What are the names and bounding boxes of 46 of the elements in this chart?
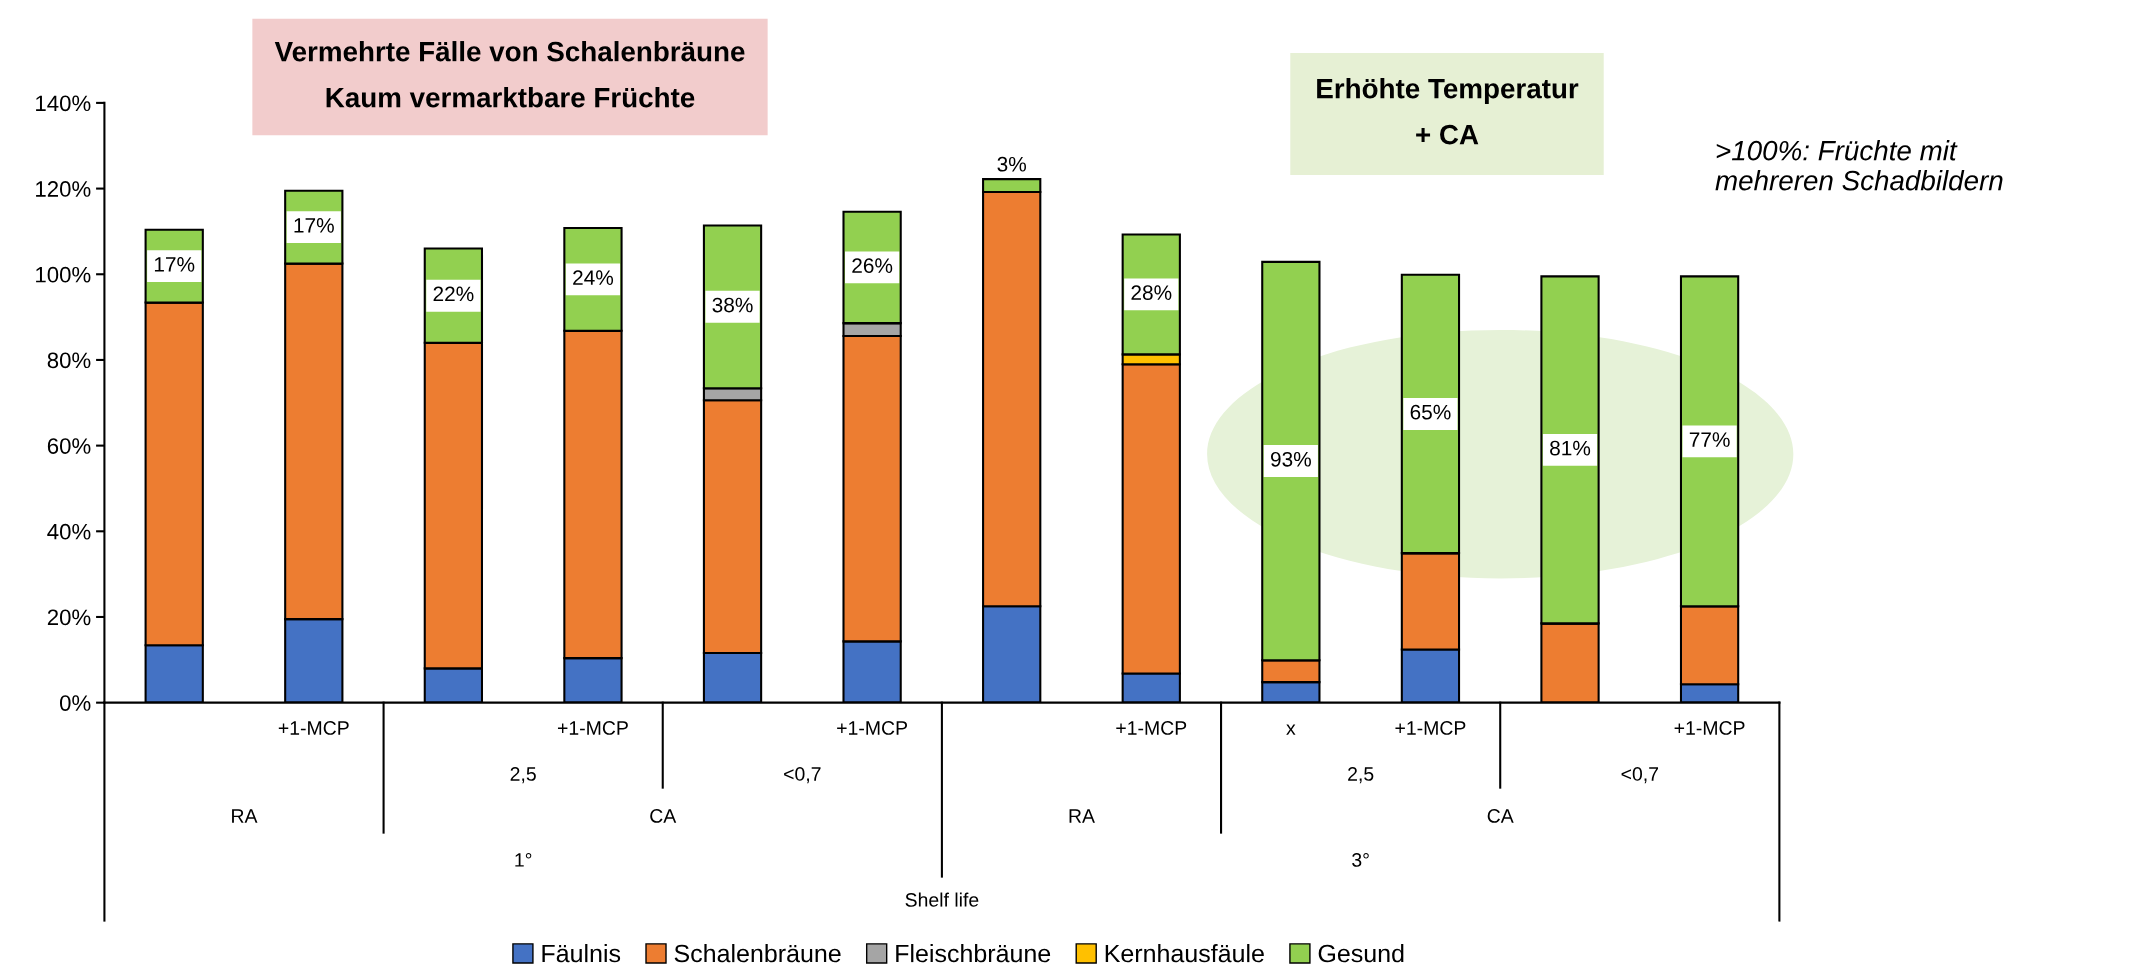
text: RA <box>232 809 258 823</box>
text: Shelf life <box>905 892 979 907</box>
legend-label: Schalenbräune <box>674 944 841 963</box>
x-tick-label: +1-MCP <box>1395 721 1466 735</box>
x-tick-label: x <box>1286 724 1296 735</box>
text: 2,5 <box>1348 767 1374 784</box>
x-tick-label: +1-MCP <box>557 721 628 735</box>
text: CA <box>650 809 677 823</box>
x-tick-label: +1-MCP <box>1116 721 1187 735</box>
data-label: 81% <box>1550 440 1591 456</box>
data-label: 77% <box>1689 432 1730 447</box>
text: <0,7 <box>784 767 821 784</box>
y-tick-label: 0% <box>59 695 91 711</box>
y-tick-label: 80% <box>47 352 91 369</box>
text: CA <box>1487 809 1514 823</box>
data-label: 93% <box>1270 451 1311 467</box>
data-label: 3% <box>997 156 1027 172</box>
data-label: 28% <box>1131 285 1172 300</box>
annotation: Erhöhte Temperatur + CA <box>1317 78 1579 145</box>
x-tick-label: +1-MCP <box>837 721 908 735</box>
y-tick-label: 20% <box>47 609 91 626</box>
y-tick-label: 100% <box>36 266 91 283</box>
text: 2,5 <box>510 767 536 784</box>
data-label: 17% <box>154 257 195 272</box>
x-tick-label: +1-MCP <box>278 721 349 735</box>
text: 3° <box>1352 853 1369 867</box>
legend-label: Gesund <box>1318 944 1404 963</box>
y-tick-label: 60% <box>47 438 91 454</box>
text: 1° <box>515 853 532 867</box>
x-tick-label: +1-MCP <box>1674 721 1745 735</box>
y-tick-label: 140% <box>36 95 91 112</box>
data-label: 17% <box>294 218 334 233</box>
data-label: 22% <box>433 286 474 302</box>
text: <0,7 <box>1621 767 1659 784</box>
y-tick-label: 120% <box>36 181 91 197</box>
legend-label: Fleischbräune <box>896 944 1051 963</box>
text: RA <box>1069 809 1095 823</box>
data-label: 24% <box>573 270 614 285</box>
legend-label: Fäulnis <box>542 944 621 963</box>
y-tick-label: 40% <box>47 523 91 540</box>
annotation: Vermehrte Fälle von Schalenbräune Kaum vermarktbare Früchte <box>274 41 745 108</box>
annotation: >100%: Früchte mit mehreren Schadbildern <box>1715 140 2003 191</box>
data-label: 26% <box>852 258 893 273</box>
data-label: 38% <box>712 297 753 313</box>
data-label: 65% <box>1410 404 1451 420</box>
legend-label: Kernhausfäule <box>1105 944 1264 963</box>
